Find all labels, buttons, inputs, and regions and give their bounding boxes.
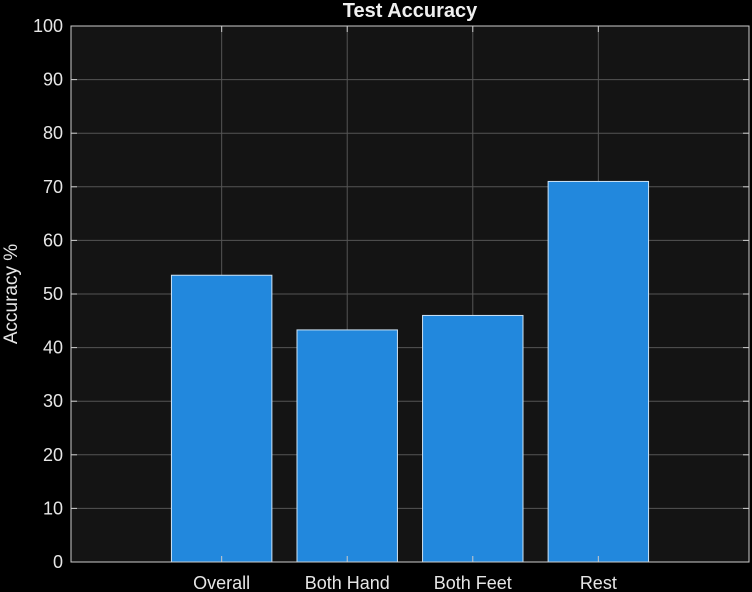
y-tick-label: 0	[53, 552, 63, 572]
x-tick-label: Rest	[580, 573, 617, 592]
y-tick-label: 70	[43, 177, 63, 197]
x-tick-label: Both Hand	[305, 573, 390, 592]
y-tick-label: 80	[43, 123, 63, 143]
y-tick-label: 40	[43, 338, 63, 358]
y-axis-label: Accuracy %	[1, 244, 22, 344]
bar	[296, 329, 398, 563]
y-tick-label: 100	[33, 16, 63, 36]
bar	[547, 180, 650, 563]
y-tick-label: 60	[43, 230, 63, 250]
bar	[170, 274, 273, 563]
bars	[170, 180, 650, 563]
y-tick-label: 10	[43, 498, 63, 518]
bar	[422, 314, 524, 563]
x-tick-label: Both Feet	[434, 573, 512, 592]
y-tick-label: 90	[43, 70, 63, 90]
y-tick-label: 50	[43, 284, 63, 304]
x-tick-label: Overall	[193, 573, 250, 592]
tick-labels: 0 10 20 30 40 50 60 70 80 90 100 Overall Both Hand Bo…	[33, 16, 617, 592]
y-tick-label: 20	[43, 445, 63, 465]
y-tick-label: 30	[43, 391, 63, 411]
chart-title: Test Accuracy	[343, 0, 478, 22]
ticks	[71, 25, 749, 563]
